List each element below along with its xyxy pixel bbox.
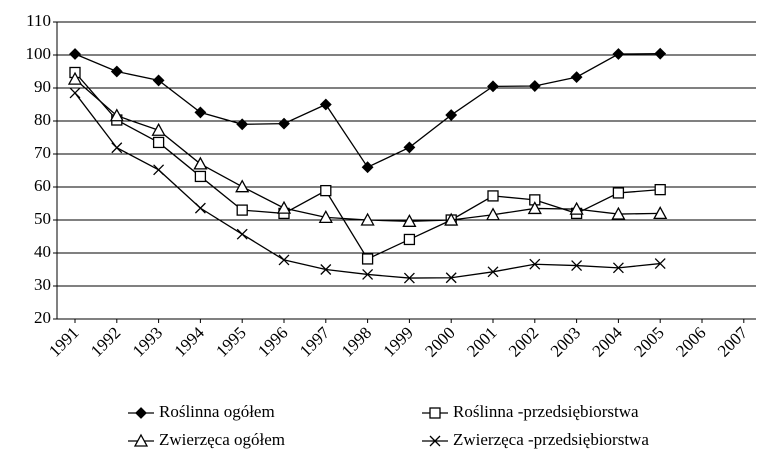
x-tick-label: 2005 (630, 323, 667, 360)
x-tick-label: 1998 (338, 323, 375, 360)
marker (487, 80, 499, 93)
marker (445, 109, 458, 121)
marker (487, 190, 499, 202)
x-tick-label: 1991 (45, 323, 82, 360)
y-tick-label: 20 (34, 308, 51, 327)
marker (110, 65, 123, 78)
marker (153, 164, 165, 176)
x-tick-label: 1995 (212, 323, 249, 360)
y-tick-label: 80 (34, 110, 51, 129)
marker (654, 47, 667, 60)
x-tick-label: 1997 (296, 323, 334, 361)
marker (152, 136, 165, 149)
marker (278, 254, 290, 266)
x-tick-label: 1993 (129, 323, 166, 360)
marker (571, 260, 583, 271)
y-tick-label: 100 (26, 44, 52, 63)
marker (403, 233, 416, 246)
legend: Roślinna ogółem Roślinna -przedsiębiorstw… (128, 402, 649, 449)
legend-marker (133, 433, 149, 447)
marker (194, 202, 206, 214)
legend-marker (429, 435, 441, 447)
marker (403, 272, 415, 284)
marker (361, 161, 374, 174)
marker (612, 262, 624, 274)
x-tick-label: 1999 (380, 323, 417, 360)
marker (320, 264, 332, 275)
x-tick-label: 2000 (421, 323, 458, 360)
marker (193, 156, 208, 170)
y-tick-label: 70 (34, 143, 51, 162)
marker (235, 179, 250, 193)
y-tick-label: 60 (34, 176, 51, 195)
legend-label: Zwierzęca -przedsiębiorstwa (453, 430, 649, 449)
marker (570, 71, 583, 84)
y-tick-label: 30 (34, 275, 51, 294)
marker (528, 80, 541, 92)
marker (485, 207, 501, 221)
legend-label: Roślinna ogółem (159, 402, 275, 421)
marker (402, 213, 417, 227)
marker (319, 98, 332, 111)
marker (194, 170, 207, 183)
x-tick-label: 2002 (505, 323, 542, 360)
y-tick-label: 40 (34, 242, 51, 261)
marker (236, 204, 248, 216)
x-tick-label: 2007 (714, 323, 752, 361)
marker (611, 206, 626, 220)
marker (69, 87, 81, 99)
series-line (74, 53, 661, 169)
marker (194, 106, 207, 119)
marker (612, 48, 625, 60)
x-tick-label: 2001 (463, 323, 500, 360)
marker (276, 200, 292, 214)
marker (278, 117, 290, 130)
marker (445, 272, 457, 284)
marker (654, 183, 666, 196)
x-tick-label: 2003 (547, 323, 584, 360)
y-tick-label: 90 (34, 77, 51, 96)
marker (236, 118, 249, 131)
marker (654, 258, 666, 270)
y-tick-label: 110 (26, 11, 51, 30)
marker (569, 201, 584, 215)
marker (236, 228, 248, 240)
x-tick-label: 1996 (254, 323, 291, 360)
marker (362, 268, 374, 280)
marker (152, 74, 165, 87)
x-tick-label: 1994 (171, 323, 209, 361)
marker (318, 210, 333, 224)
marker (444, 212, 459, 226)
marker (109, 108, 124, 122)
marker (360, 212, 375, 226)
legend-marker (429, 407, 441, 419)
marker (527, 201, 542, 215)
legend-marker (135, 407, 147, 419)
marker (67, 71, 83, 85)
marker (403, 141, 416, 154)
x-tick-label: 1992 (87, 323, 124, 360)
marker (320, 184, 332, 197)
marker (69, 48, 81, 60)
legend-label: Roślinna -przedsiębiorstwa (453, 402, 639, 421)
marker (151, 122, 166, 136)
marker (529, 258, 541, 270)
x-tick-label: 2004 (589, 323, 627, 361)
marker (111, 142, 123, 154)
marker (361, 253, 374, 265)
y-tick-label: 50 (34, 209, 51, 228)
series-line (74, 78, 661, 222)
marker (487, 266, 499, 278)
marker (653, 206, 668, 220)
legend-label: Zwierzęca ogółem (159, 430, 285, 449)
x-tick-label: 2006 (672, 323, 709, 360)
marker (612, 187, 625, 199)
